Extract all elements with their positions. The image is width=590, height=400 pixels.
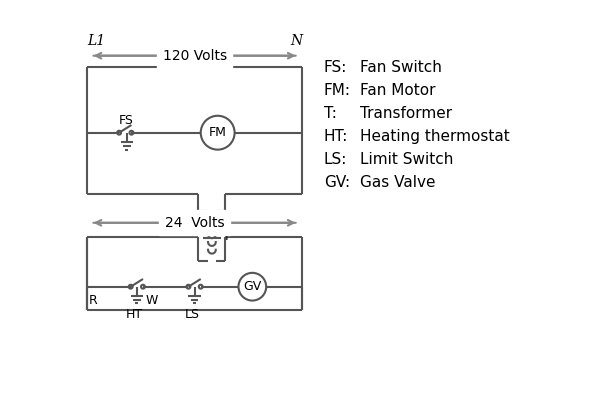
Text: FS:: FS: <box>324 60 348 75</box>
Text: HT:: HT: <box>324 129 348 144</box>
Text: T: T <box>222 230 231 243</box>
Text: GV: GV <box>243 280 261 293</box>
Text: Transformer: Transformer <box>360 106 453 121</box>
Text: 120 Volts: 120 Volts <box>162 49 227 63</box>
Text: LS:: LS: <box>324 152 348 167</box>
Text: GV:: GV: <box>324 175 350 190</box>
Text: 24  Volts: 24 Volts <box>165 216 224 230</box>
Text: Limit Switch: Limit Switch <box>360 152 454 167</box>
Text: FM:: FM: <box>324 83 351 98</box>
Text: N: N <box>290 34 302 48</box>
Text: W: W <box>146 294 159 307</box>
Text: Fan Motor: Fan Motor <box>360 83 435 98</box>
Text: R: R <box>89 294 98 307</box>
Text: FM: FM <box>209 126 227 139</box>
Text: FS: FS <box>119 114 134 126</box>
Text: Fan Switch: Fan Switch <box>360 60 442 75</box>
Text: LS: LS <box>185 308 200 321</box>
Text: Gas Valve: Gas Valve <box>360 175 435 190</box>
Text: HT: HT <box>126 308 143 321</box>
Text: L1: L1 <box>87 34 105 48</box>
Text: T:: T: <box>324 106 337 121</box>
Text: Heating thermostat: Heating thermostat <box>360 129 510 144</box>
